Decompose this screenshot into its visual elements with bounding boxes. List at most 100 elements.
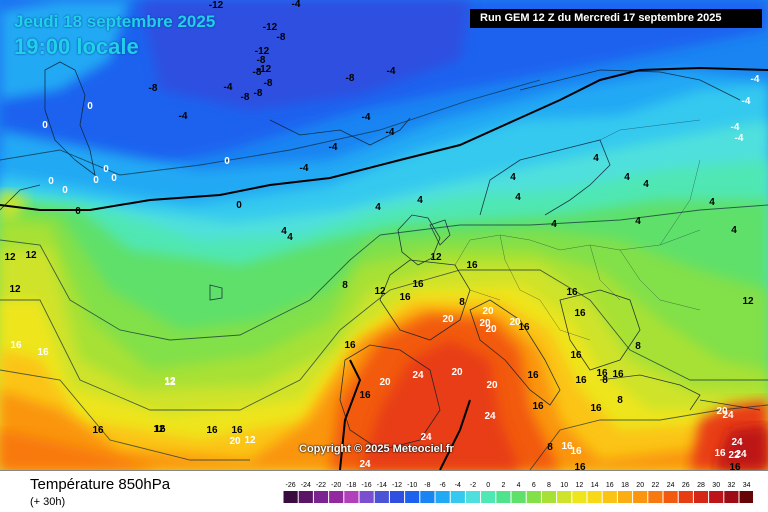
map-value-label: 16: [154, 424, 166, 435]
legend-swatch: [739, 491, 753, 503]
map-value-label: -4: [300, 163, 309, 174]
legend-swatch: [435, 491, 450, 503]
legend-swatch: [511, 491, 526, 503]
map-value-label: 16: [714, 448, 726, 459]
map-value-label: -8: [346, 73, 355, 84]
map-value-label: 16: [570, 446, 582, 457]
map-value-label: 12: [153, 424, 165, 435]
map-value-label: 4: [624, 172, 630, 183]
legend-label: 28: [697, 482, 705, 489]
legend-swatch: [602, 491, 617, 503]
model-run-label: Run GEM 12 Z du Mercredi 17 septembre 20…: [470, 9, 762, 28]
legend-label: 30: [712, 482, 720, 489]
map-value-label: 16: [570, 350, 582, 361]
legend-label: 4: [517, 482, 521, 489]
map-value-label: 16: [574, 308, 586, 319]
legend-swatch: [724, 491, 739, 503]
map-value-label: 4: [635, 216, 641, 227]
temperature-field: [0, 0, 768, 470]
forecast-date: Jeudi 18 septembre 2025: [14, 12, 216, 31]
map-value-label: 20: [509, 317, 521, 328]
legend-label: -16: [362, 482, 372, 489]
map-value-label: 0: [93, 175, 99, 186]
isotherms: [0, 66, 768, 470]
map-value-label: 16: [612, 369, 624, 380]
map-value-label: 0: [87, 101, 93, 112]
map-value-label: 16: [344, 340, 356, 351]
map-value-label: -8: [254, 88, 263, 99]
legend-label: -20: [331, 482, 341, 489]
map-value-label: 16: [729, 462, 741, 470]
legend-label: -4: [455, 482, 461, 489]
map-value-label: 4: [515, 192, 521, 203]
map-value-label: 0: [236, 200, 242, 211]
map-value-label: 24: [735, 449, 747, 460]
legend-swatch: [678, 491, 693, 503]
legend-label: 24: [667, 482, 675, 489]
legend-label: 18: [621, 482, 629, 489]
map-value-label: 4: [731, 225, 737, 236]
legend-label: 2: [501, 482, 505, 489]
map-value-label: 12: [430, 252, 442, 263]
map-value-label: 20: [479, 318, 491, 329]
map-value-label: -4: [742, 96, 751, 107]
legend-swatch: [329, 491, 344, 503]
legend-label: 10: [560, 482, 568, 489]
legend-label: -12: [392, 482, 402, 489]
map-value-label: 12: [742, 296, 754, 307]
legend-swatch: [389, 491, 405, 503]
legend-swatch: [420, 491, 435, 503]
map-value-label: -8: [257, 55, 266, 66]
map-value-label: 4: [417, 195, 423, 206]
map-value-label: 20: [716, 406, 728, 417]
map-value-label: 16: [412, 279, 424, 290]
legend-swatch: [450, 491, 465, 503]
map-value-label: 16: [92, 425, 104, 436]
legend-swatch: [313, 491, 329, 503]
map-value-label: 24: [420, 432, 432, 443]
copyright-notice: Copyright © 2025 Meteociel.fr: [299, 443, 454, 455]
map-value-label: 16: [590, 403, 602, 414]
map-value-label: 0: [62, 185, 68, 196]
map-value-label: 8: [547, 442, 553, 453]
map-value-label: -8: [277, 32, 286, 43]
map-value-label: -8: [264, 78, 273, 89]
legend-label: -24: [301, 482, 311, 489]
legend-label: 16: [606, 482, 614, 489]
map-value-label: 4: [551, 219, 557, 230]
legend-label: 14: [591, 482, 599, 489]
map-value-label: 16: [399, 292, 411, 303]
footer-bar: Température 850hPa (+ 30h) -26 -24 -22 -20-…: [0, 470, 768, 512]
legend-label: 6: [532, 482, 536, 489]
legend-swatch: [283, 491, 298, 503]
map-value-label: 20: [486, 380, 498, 391]
map-value-label: 8: [342, 280, 348, 291]
map-value-label: -8: [149, 83, 158, 94]
legend-swatch: [617, 491, 633, 503]
map-value-label: 0: [48, 176, 54, 187]
legend-swatch: [359, 491, 374, 503]
legend-swatch: [481, 491, 496, 503]
legend-swatch: [465, 491, 481, 503]
map-value-label: 12: [164, 376, 176, 387]
legend-swatch: [572, 491, 587, 503]
map-value-label: 12: [244, 435, 256, 446]
legend-label: 12: [576, 482, 584, 489]
map-value-label: 12: [25, 250, 37, 261]
legend-swatch: [405, 491, 420, 503]
legend-swatch: [557, 491, 572, 503]
map-value-label: 16: [561, 441, 573, 452]
map-value-label: 8: [602, 375, 608, 386]
map-value-label: 4: [709, 197, 715, 208]
borders: [454, 119, 701, 341]
map-value-label: -12: [263, 22, 278, 33]
map-value-label: 16: [231, 425, 243, 436]
legend-swatch: [496, 491, 511, 503]
legend-swatch: [541, 491, 557, 503]
map-value-label: 4: [593, 153, 599, 164]
map-value-label: 8: [617, 395, 623, 406]
map-value-label: 0: [111, 173, 117, 184]
legend-label: 0: [486, 482, 490, 489]
map-value-label: 20: [482, 306, 494, 317]
